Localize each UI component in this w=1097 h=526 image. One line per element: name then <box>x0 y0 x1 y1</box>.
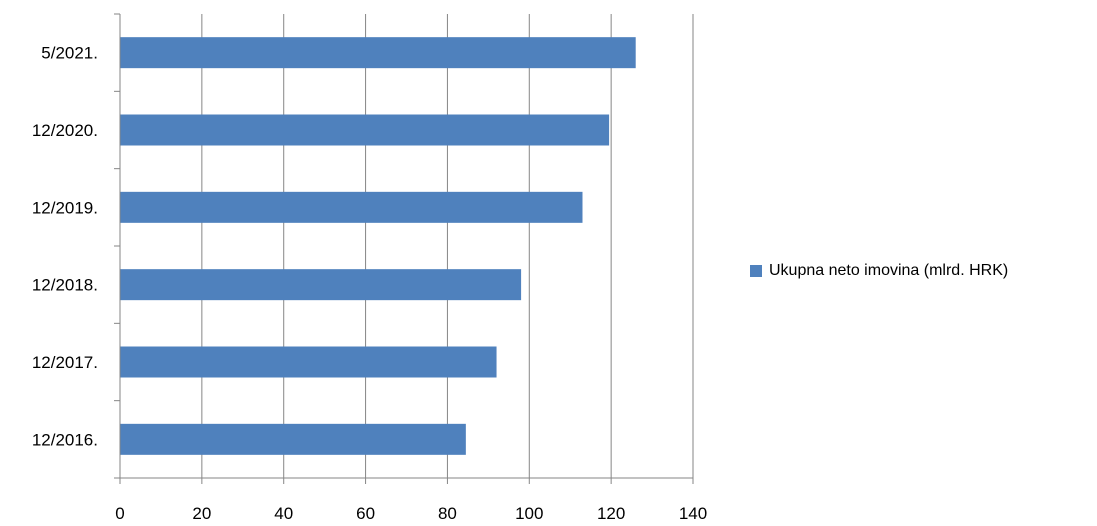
bar <box>120 114 610 146</box>
x-tick-label: 100 <box>515 504 543 523</box>
bar <box>120 191 583 223</box>
x-tick-label: 120 <box>597 504 625 523</box>
category-label: 12/2020. <box>32 121 98 140</box>
gridlines <box>201 14 694 478</box>
axes <box>114 13 694 484</box>
bar <box>120 37 636 69</box>
x-tick-label: 20 <box>192 504 211 523</box>
bar <box>120 346 497 378</box>
category-label: 12/2016. <box>32 430 98 449</box>
legend: Ukupna neto imovina (mlrd. HRK) <box>750 262 1008 280</box>
bar <box>120 423 466 455</box>
x-tick-labels: 0 20 40 60 80 100 120 140 <box>115 504 707 523</box>
category-labels: 12/2016. 12/2017. 12/2018. 12/2019. 12/2020.… <box>32 44 98 450</box>
x-tick-label: 140 <box>679 504 707 523</box>
x-tick-label: 40 <box>274 504 293 523</box>
legend-label: Ukupna neto imovina (mlrd. HRK) <box>769 262 1009 279</box>
category-label: 12/2019. <box>32 198 98 217</box>
x-tick-label: 60 <box>356 504 375 523</box>
category-label: 12/2018. <box>32 276 98 295</box>
category-label: 5/2021. <box>41 44 98 63</box>
bars <box>120 37 636 455</box>
bar <box>120 269 522 301</box>
x-tick-label: 80 <box>438 504 457 523</box>
category-label: 12/2017. <box>32 353 98 372</box>
legend-swatch <box>750 265 762 277</box>
x-tick-label: 0 <box>115 504 124 523</box>
